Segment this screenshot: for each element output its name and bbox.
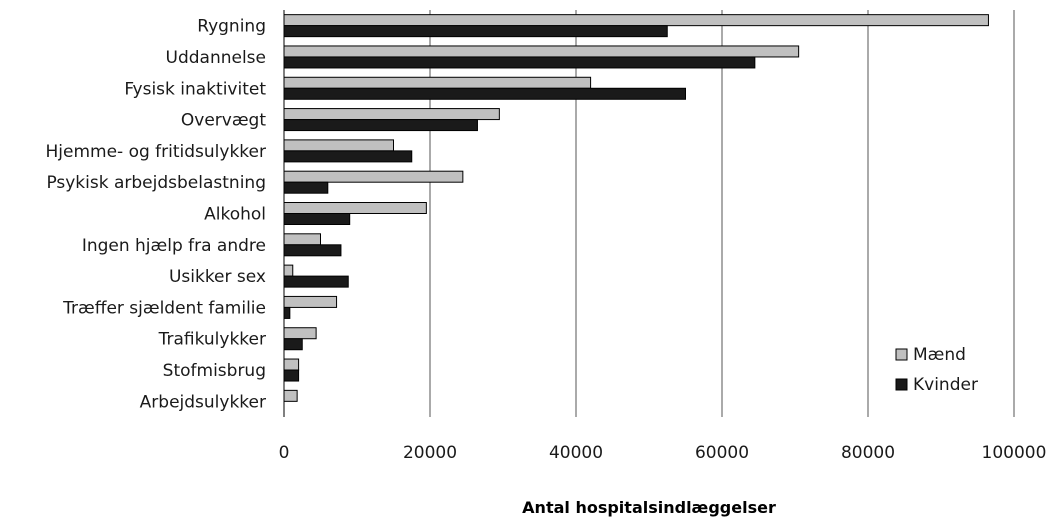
bar-maend [283,139,394,152]
bar-kvinder [283,56,756,69]
category-label: Alkohol [204,205,266,225]
bar-maend [283,202,427,214]
bar-kvinder [283,87,686,100]
category-label: Hjemme- og fritidsulykker [45,142,266,162]
category-label: Træffer sjældent familie [62,298,266,318]
category-label: Fysisk inaktivitet [124,79,266,99]
bars [283,14,989,402]
category-label: Arbejdsulykker [140,392,266,412]
category-label: Usikker sex [169,267,266,287]
bar-maend [283,108,500,121]
bar-kvinder [283,181,329,194]
bar-maend [283,14,989,27]
bar-maend [283,76,592,89]
bar-maend [283,295,338,308]
legend: Mænd Kvinder [895,345,978,395]
x-tick-label: 0 [279,443,290,463]
bar-kvinder [283,369,300,382]
x-tick-label: 20000 [403,443,457,463]
bar-kvinder [283,306,291,319]
bar-kvinder [283,213,351,225]
category-label: Ingen hjælp fra andre [82,236,266,256]
category-label: Stofmisbrug [163,361,266,381]
x-tick-label: 100000 [982,443,1047,463]
bar-kvinder [283,244,342,257]
bar-kvinder [283,150,413,163]
category-label: Overvægt [181,111,266,131]
legend-swatch [895,348,908,361]
bar-maend [283,233,321,246]
bar-maend [283,327,317,340]
category-labels: Rygning Uddannelse Fysisk inaktivitet Overv… [45,17,266,413]
category-label: Uddannelse [166,48,267,68]
x-tick-labels: 0 20000 40000 60000 80000 100000 [279,443,1047,463]
bar-maend [283,45,800,58]
bar-maend [283,170,464,183]
bar-maend [283,264,294,277]
bar-kvinder [283,275,349,288]
category-label: Rygning [197,17,266,37]
bar-maend [283,389,298,402]
bar-maend [283,358,300,371]
x-tick-label: 40000 [549,443,603,463]
category-label: Trafikulykker [158,330,266,350]
bar-kvinder [283,338,303,351]
category-label: Psykisk arbejdsbelastning [46,173,266,193]
x-axis-label: Antal hospitalsindlæggelser [522,498,776,517]
legend-swatch [895,378,908,391]
x-tick-label: 60000 [695,443,749,463]
bar-kvinder [283,25,668,38]
legend-label: Kvinder [913,375,978,395]
x-tick-label: 80000 [841,443,895,463]
legend-label: Mænd [913,345,966,365]
bar-kvinder [283,119,478,132]
